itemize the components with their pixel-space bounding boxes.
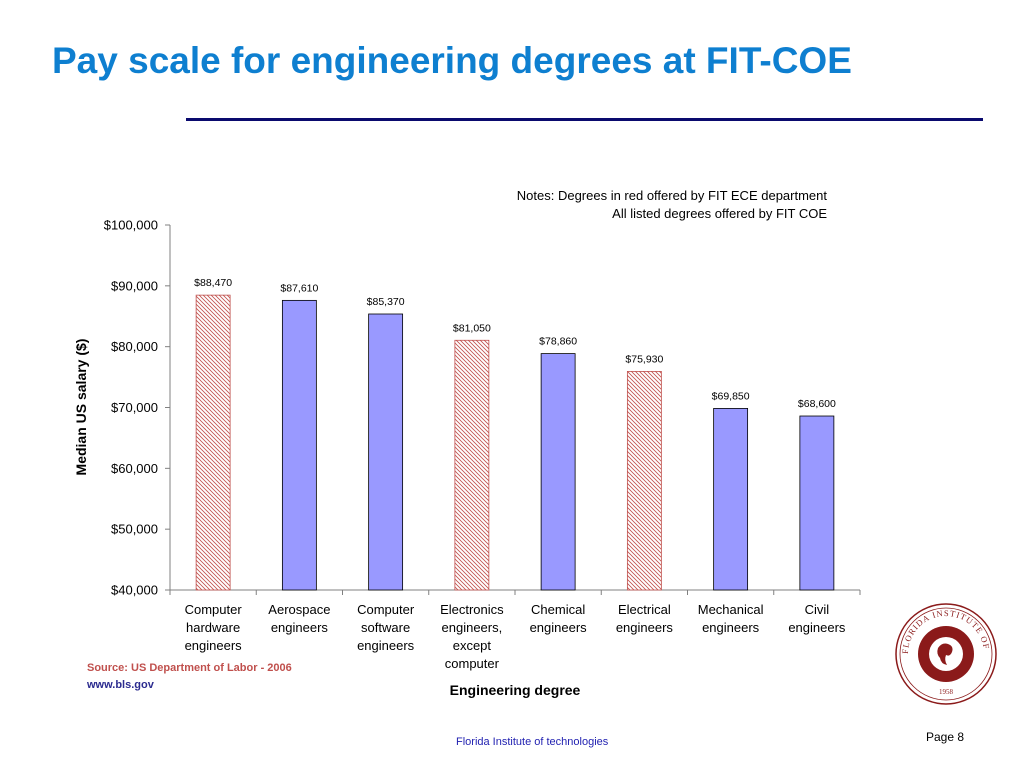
x-category-label: Computer software engineers: [357, 602, 415, 653]
x-category-label-line: Civil: [805, 602, 830, 617]
x-category-label: Electrical engineers: [616, 602, 674, 635]
x-category-label-line: Computer: [357, 602, 415, 617]
bar: [281, 299, 317, 591]
y-tick-label: $60,000: [111, 461, 158, 476]
source-citation: Source: US Department of Labor - 2006: [87, 662, 292, 674]
slide-title: Pay scale for engineering degrees at FIT…: [52, 40, 852, 81]
x-category-label-line: except: [453, 638, 492, 653]
data-label: $69,850: [712, 390, 750, 402]
x-category-label-line: engineers,: [442, 620, 503, 635]
y-tick-label: $100,000: [104, 218, 158, 233]
x-category-label: Aerospace engineers: [268, 602, 330, 635]
x-category-label-line: engineers: [788, 620, 846, 635]
x-category-label-line: Aerospace: [268, 602, 330, 617]
bar: [713, 408, 749, 591]
x-category-label-line: Electrical: [618, 602, 671, 617]
data-label: $88,470: [194, 277, 232, 289]
bar: [368, 313, 404, 591]
x-category-label-line: Electronics: [440, 602, 504, 617]
title-rule: [186, 118, 983, 121]
x-category-label-line: engineers: [530, 620, 588, 635]
y-tick-label: $70,000: [111, 400, 158, 415]
bar-ece-hatched: [195, 294, 231, 591]
x-category-label-line: engineers: [702, 620, 760, 635]
x-category-label: Civil engineers: [788, 602, 846, 635]
x-category-label-line: Chemical: [531, 602, 585, 617]
y-tick-label: $40,000: [111, 583, 158, 598]
data-label: $75,930: [625, 353, 663, 365]
x-category-label: Computer hardware engineers: [185, 602, 243, 653]
x-category-label-line: engineers: [185, 638, 243, 653]
x-category-label-line: software: [361, 620, 410, 635]
bar-ece-hatched: [454, 339, 490, 591]
y-axis-label: Median US salary ($): [73, 339, 89, 476]
bar: [799, 415, 835, 591]
source-url[interactable]: www.bls.gov: [87, 679, 154, 691]
x-axis-label: Engineering degree: [450, 682, 581, 698]
chart-note-line-1: Notes: Degrees in red offered by FIT ECE…: [516, 188, 827, 203]
data-label: $87,610: [280, 282, 318, 294]
x-category-label: Chemical engineers: [530, 602, 588, 635]
bar-ece-hatched: [626, 371, 662, 591]
x-category-label: Electronics engineers, except computer: [440, 602, 504, 671]
x-category-label-line: computer: [445, 656, 500, 671]
page-number: Page 8: [926, 730, 965, 744]
x-category-label-line: engineers: [357, 638, 415, 653]
x-category-label-line: engineers: [616, 620, 674, 635]
data-label: $68,600: [798, 398, 836, 410]
y-tick-label: $90,000: [111, 278, 158, 293]
x-category-label: Mechanical engineers: [698, 602, 764, 635]
seal-year: 1958: [939, 688, 954, 696]
data-label: $78,860: [539, 336, 577, 348]
y-tick-label: $80,000: [111, 339, 158, 354]
y-tick-label: $50,000: [111, 522, 158, 537]
x-category-label-line: Computer: [185, 602, 243, 617]
x-category-label-line: hardware: [186, 620, 240, 635]
university-seal-logo: FLORIDA INSTITUTE OF TECHNOLOGY 1958: [894, 602, 997, 705]
data-label: $85,370: [367, 296, 405, 308]
chart-note-line-2: All listed degrees offered by FIT COE: [612, 206, 827, 221]
bar: [540, 353, 576, 591]
data-label: $81,050: [453, 322, 491, 334]
x-category-label-line: engineers: [271, 620, 329, 635]
x-category-label-line: Mechanical: [698, 602, 764, 617]
footer-institution: Florida Institute of technologies: [456, 736, 609, 748]
